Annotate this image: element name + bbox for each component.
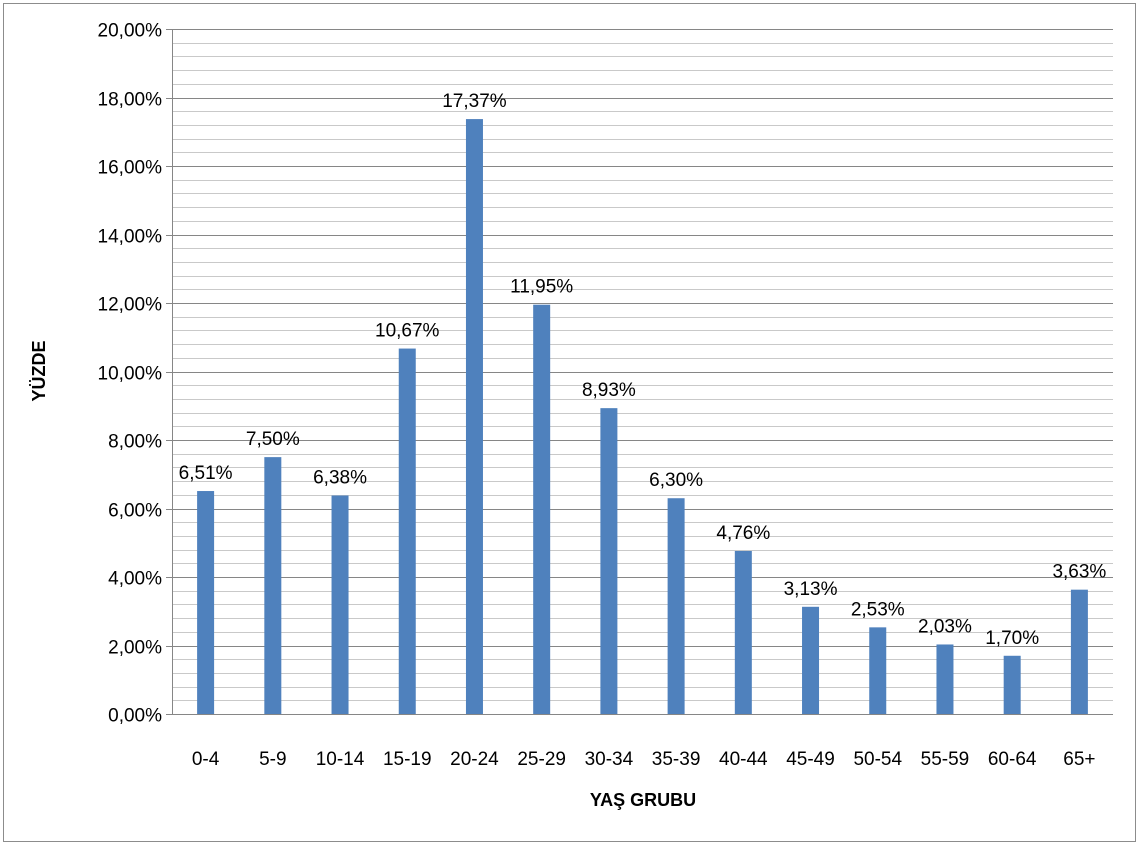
y-tick-label: 12,00% bbox=[98, 295, 163, 316]
bar-10-14 bbox=[331, 495, 349, 714]
data-label: 7,50% bbox=[246, 429, 300, 450]
x-tick-label: 55-59 bbox=[921, 749, 970, 770]
data-label: 11,95% bbox=[510, 277, 573, 298]
bar-0-4 bbox=[197, 491, 215, 714]
gridlines bbox=[172, 29, 1113, 701]
data-label: 17,37% bbox=[442, 91, 507, 112]
y-tick-label: 8,00% bbox=[108, 432, 162, 453]
x-tick-label: 60-64 bbox=[988, 749, 1037, 770]
y-tick-label: 16,00% bbox=[98, 158, 163, 179]
bar-20-24 bbox=[465, 119, 483, 714]
y-tick-label: 18,00% bbox=[98, 90, 163, 111]
x-tick-label: 45-49 bbox=[786, 749, 835, 770]
x-tick-label: 15-19 bbox=[383, 749, 432, 770]
x-tick-label: 40-44 bbox=[719, 749, 768, 770]
x-tick-label: 35-39 bbox=[652, 749, 701, 770]
bar-40-44 bbox=[734, 550, 752, 714]
y-tick-label: 14,00% bbox=[98, 227, 163, 248]
y-tick-label: 2,00% bbox=[108, 638, 162, 659]
x-axis-title: YAŞ GRUBU bbox=[590, 790, 696, 810]
y-tick-label: 20,00% bbox=[98, 21, 163, 42]
x-tick-label: 25-29 bbox=[517, 749, 566, 770]
bar-60-64 bbox=[1003, 655, 1021, 714]
x-tick-label: 10-14 bbox=[316, 749, 365, 770]
axes bbox=[166, 29, 1113, 715]
data-label: 6,38% bbox=[313, 467, 367, 488]
bar-35-39 bbox=[667, 498, 685, 714]
data-labels: 6,51% 7,50% 6,38% 10,67% 17,37% 11,95% 8,93% 6,… bbox=[179, 91, 1107, 649]
bar-55-59 bbox=[936, 644, 954, 714]
data-label: 4,76% bbox=[716, 523, 770, 544]
x-tick-label: 20-24 bbox=[450, 749, 499, 770]
bar-45-49 bbox=[802, 606, 820, 714]
data-label: 2,03% bbox=[918, 616, 972, 637]
y-tick-label: 0,00% bbox=[108, 706, 162, 727]
bar-5-9 bbox=[264, 457, 282, 714]
y-tick-label: 10,00% bbox=[98, 364, 163, 385]
y-tick-label: 4,00% bbox=[108, 569, 162, 590]
data-label: 3,63% bbox=[1052, 562, 1106, 583]
data-label: 10,67% bbox=[375, 321, 440, 342]
x-tick-label: 0-4 bbox=[192, 749, 220, 770]
y-axis-title: YÜZDE bbox=[29, 340, 49, 401]
bar-50-54 bbox=[869, 627, 887, 714]
x-tick-label: 30-34 bbox=[585, 749, 634, 770]
bar-25-29 bbox=[533, 304, 551, 714]
bar-65+ bbox=[1070, 589, 1088, 714]
y-tick-labels: 0,00% 2,00% 4,00% 6,00% 8,00% 10,00% 12,00% 14,… bbox=[98, 21, 163, 727]
data-label: 1,70% bbox=[985, 628, 1039, 649]
data-label: 8,93% bbox=[582, 380, 636, 401]
bar-30-34 bbox=[600, 408, 618, 714]
data-label: 6,51% bbox=[179, 463, 233, 484]
data-label: 2,53% bbox=[851, 599, 905, 620]
data-label: 6,30% bbox=[649, 470, 703, 491]
x-tick-label: 50-54 bbox=[853, 749, 902, 770]
bar-15-19 bbox=[398, 348, 416, 714]
x-tick-labels: 0-4 5-9 10-14 15-19 20-24 25-29 30-34 35-39 40-4… bbox=[192, 749, 1096, 770]
data-label: 3,13% bbox=[784, 579, 838, 600]
x-tick-label: 65+ bbox=[1063, 749, 1095, 770]
x-tick-label: 5-9 bbox=[259, 749, 286, 770]
y-tick-label: 6,00% bbox=[108, 501, 162, 522]
bars bbox=[197, 119, 1088, 714]
